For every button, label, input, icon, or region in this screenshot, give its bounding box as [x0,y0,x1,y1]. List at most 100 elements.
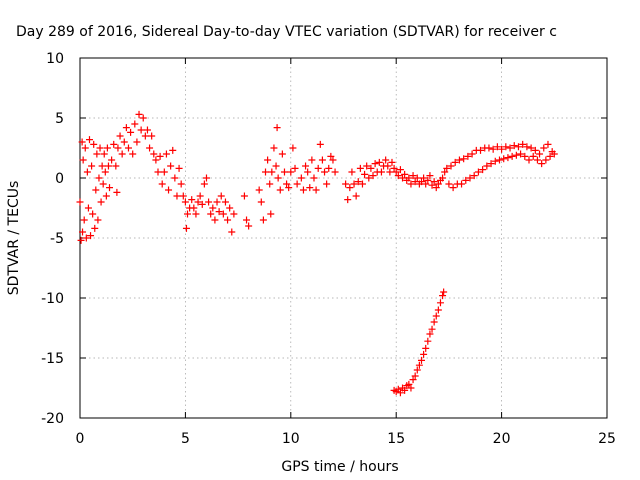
data-point [468,150,476,158]
data-point [369,172,377,180]
data-point [342,180,350,188]
data-point [93,150,101,158]
data-point [314,164,322,172]
axis-ticks [79,57,608,419]
data-point [202,174,210,182]
data-point [103,144,111,152]
x-axis-label: GPS time / hours [281,459,398,475]
data-point [394,385,402,393]
data-point [517,150,525,158]
data-point [89,210,97,218]
data-point [276,186,284,194]
data-point [394,172,402,180]
data-point [76,198,84,206]
data-point [143,126,151,134]
data-point [396,166,404,174]
data-point [449,184,457,192]
data-point [363,162,371,170]
data-point [131,120,139,128]
data-point [188,196,196,204]
data-point [415,361,423,369]
data-point [179,192,187,200]
data-point [424,337,432,345]
data-point [329,156,337,164]
data-point [84,204,92,212]
data-point [226,204,234,212]
data-point [264,156,272,164]
data-point [487,160,495,168]
x-tick-label-15: 15 [387,431,405,447]
data-point [196,192,204,200]
data-point [432,312,440,320]
data-point [331,168,339,176]
data-point [321,168,329,176]
data-point [424,176,432,184]
data-point [148,132,156,140]
data-point [308,156,316,164]
data-point [272,162,280,170]
data-point [382,156,390,164]
data-point [312,186,320,194]
data-point [411,372,419,380]
data-point [512,151,520,159]
x-tick-label-0: 0 [76,431,85,447]
data-point [439,292,447,300]
data-point [85,136,93,144]
data-point [291,164,299,172]
data-point [390,164,398,172]
data-point [405,174,413,182]
data-point [283,180,291,188]
data-point [523,143,531,151]
y-tick-label-10: 10 [46,51,64,67]
data-point [417,178,425,186]
y-tick-label-minus5: -5 [50,231,64,247]
data-point [422,344,430,352]
data-point [348,168,356,176]
data-point [92,186,100,194]
data-point [388,158,396,166]
data-point [270,144,278,152]
data-point [165,186,173,194]
data-point [100,150,108,158]
data-point [266,180,274,188]
data-point [525,156,533,164]
data-point [169,146,177,154]
data-point [367,164,375,172]
data-point [361,170,369,178]
data-point [112,162,120,170]
data-point [493,143,501,151]
data-point [181,198,189,206]
data-point [137,126,145,134]
data-point [108,156,116,164]
data-point [98,162,106,170]
data-point [293,180,301,188]
data-point [95,174,103,182]
data-point [167,162,175,170]
data-point [146,144,154,152]
data-point [527,144,535,152]
data-point [99,180,107,188]
data-point [215,208,223,216]
data-point [127,128,135,136]
data-point [500,155,508,163]
data-point [302,162,310,170]
data-point [150,150,158,158]
data-point [519,140,527,148]
data-point [90,140,98,148]
data-point [455,156,463,164]
data-point [81,144,89,152]
data-point [441,168,449,176]
data-point [426,330,434,338]
data-point [118,150,126,158]
data-point [371,160,379,168]
data-point [474,168,482,176]
data-point [495,156,503,164]
data-point [91,224,99,232]
data-point [158,180,166,188]
data-point [458,180,466,188]
data-point [184,210,192,218]
data-point [120,138,128,146]
data-point [228,228,236,236]
data-point [219,210,227,218]
data-point [477,146,485,154]
